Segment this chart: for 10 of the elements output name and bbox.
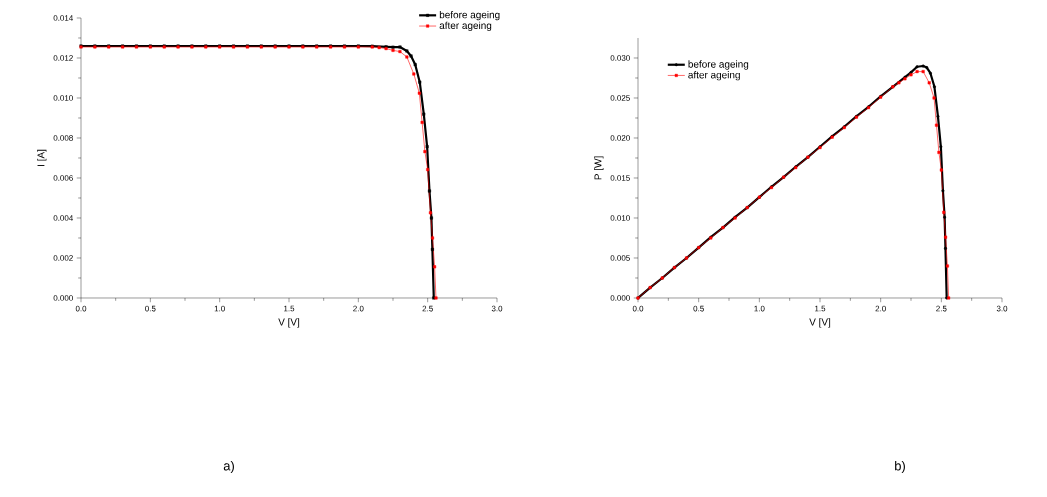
x-axis-title: V [V] — [278, 318, 300, 328]
y-axis-title: P [W] — [594, 156, 604, 180]
legend-label: before ageing — [439, 10, 500, 21]
legend-label: after ageing — [688, 71, 740, 81]
y-axis-title: I [A] — [37, 149, 47, 166]
text: a) — [223, 460, 234, 474]
text: b) — [895, 460, 905, 474]
x-axis-title: V [V] — [809, 318, 831, 328]
legend-label: before ageing — [688, 60, 749, 70]
legend-label: after ageing — [439, 21, 492, 31]
